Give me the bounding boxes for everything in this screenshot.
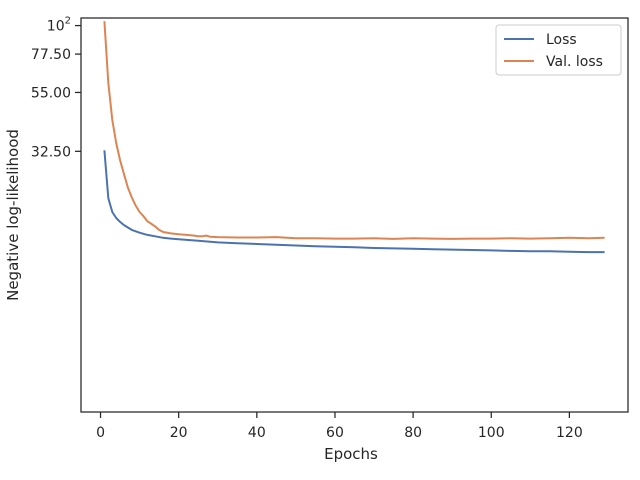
- x-tick-label: 100: [478, 425, 505, 441]
- x-tick-label: 40: [248, 425, 266, 441]
- y-tick-label: 77.50: [31, 47, 71, 63]
- x-tick-label: 80: [404, 425, 422, 441]
- legend-box: [495, 24, 622, 76]
- series-line-val-loss: [103, 21, 605, 240]
- y-tick-label: 32.50: [31, 144, 71, 160]
- series-line-loss: [103, 150, 605, 254]
- legend-label-val-loss: Val. loss: [546, 54, 603, 70]
- series-layer: [103, 21, 605, 254]
- legend-label-loss: Loss: [546, 32, 577, 48]
- y-axis-label: Negative log-likelihood: [4, 129, 22, 301]
- plot-area-frame: [80, 17, 629, 413]
- legend: Loss Val. loss: [495, 24, 622, 76]
- x-tick-label: 60: [326, 425, 344, 441]
- x-tick-label: 120: [556, 425, 583, 441]
- x-tick-label: 0: [96, 425, 105, 441]
- y-tick-label: 55.00: [31, 85, 71, 101]
- x-axis-ticks: 0 20 40 60 80 100 120: [96, 412, 583, 441]
- x-axis-label: Epochs: [324, 445, 378, 463]
- x-tick-label: 20: [170, 425, 188, 441]
